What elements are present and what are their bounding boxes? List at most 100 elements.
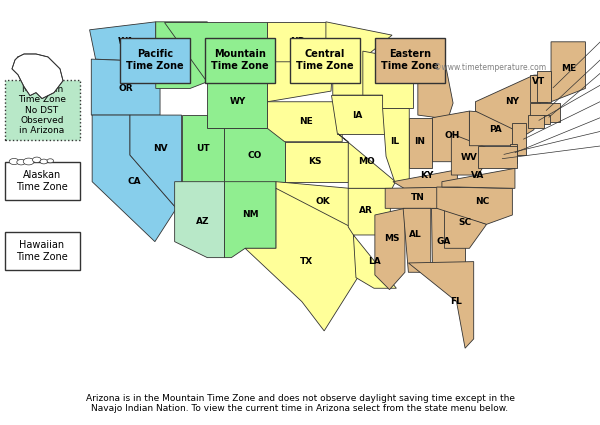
Text: ID: ID xyxy=(176,77,187,86)
Text: MD: MD xyxy=(504,121,600,154)
Polygon shape xyxy=(437,187,512,224)
Text: RI: RI xyxy=(549,51,600,117)
Polygon shape xyxy=(224,128,284,182)
Polygon shape xyxy=(512,123,526,155)
Polygon shape xyxy=(208,75,268,128)
Text: ©www.timetemperature.com: ©www.timetemperature.com xyxy=(434,62,546,71)
Text: OR: OR xyxy=(118,84,133,93)
Text: OH: OH xyxy=(445,130,460,139)
Polygon shape xyxy=(245,188,358,331)
Text: IA: IA xyxy=(352,110,363,119)
Polygon shape xyxy=(442,168,515,188)
Text: GA: GA xyxy=(436,237,451,246)
Text: NJ: NJ xyxy=(523,87,600,139)
Polygon shape xyxy=(348,188,391,235)
Polygon shape xyxy=(363,51,413,108)
FancyBboxPatch shape xyxy=(5,80,80,140)
Text: DC: DC xyxy=(502,139,600,159)
Text: CA: CA xyxy=(127,177,141,186)
Text: CT: CT xyxy=(539,68,600,120)
Text: AZ: AZ xyxy=(196,217,210,226)
Text: MI: MI xyxy=(420,77,433,86)
Polygon shape xyxy=(268,22,326,62)
Text: Hawaiian
Time Zone: Hawaiian Time Zone xyxy=(16,240,68,262)
Polygon shape xyxy=(530,75,547,102)
Text: MA: MA xyxy=(546,33,600,110)
Text: MT: MT xyxy=(208,44,224,53)
Circle shape xyxy=(17,159,25,165)
Text: AL: AL xyxy=(409,230,422,239)
Text: DE: DE xyxy=(515,104,600,153)
Text: Eastern
Time Zone: Eastern Time Zone xyxy=(381,49,439,71)
Text: ME: ME xyxy=(560,64,576,73)
Text: LA: LA xyxy=(368,257,381,266)
Polygon shape xyxy=(537,71,551,102)
Text: NH: NH xyxy=(553,14,600,88)
Text: CO: CO xyxy=(247,150,262,159)
Text: NV: NV xyxy=(153,144,167,153)
Polygon shape xyxy=(353,235,397,288)
Circle shape xyxy=(32,157,41,162)
Text: Mountain
Time Zone: Mountain Time Zone xyxy=(211,49,269,71)
Polygon shape xyxy=(403,208,431,272)
Text: UT: UT xyxy=(196,144,210,153)
Polygon shape xyxy=(385,187,460,208)
Polygon shape xyxy=(510,144,517,163)
Text: IL: IL xyxy=(390,137,399,146)
Polygon shape xyxy=(89,22,156,62)
Text: MS: MS xyxy=(385,235,400,244)
Text: Pacific
Time Zone: Pacific Time Zone xyxy=(126,49,184,71)
Polygon shape xyxy=(224,182,276,258)
Text: VT: VT xyxy=(532,77,545,86)
Text: FL: FL xyxy=(451,297,463,306)
Text: WV: WV xyxy=(461,153,478,162)
Text: NE: NE xyxy=(299,117,313,126)
Polygon shape xyxy=(156,22,208,88)
Polygon shape xyxy=(409,118,433,168)
FancyBboxPatch shape xyxy=(120,37,190,82)
Polygon shape xyxy=(338,134,395,188)
Text: WI: WI xyxy=(385,77,398,86)
Polygon shape xyxy=(92,115,176,242)
Polygon shape xyxy=(475,75,547,135)
Text: NY: NY xyxy=(505,97,520,106)
Text: WA: WA xyxy=(118,37,134,46)
FancyBboxPatch shape xyxy=(5,162,80,200)
Circle shape xyxy=(40,159,47,164)
Text: ND: ND xyxy=(290,37,305,46)
FancyBboxPatch shape xyxy=(375,37,445,82)
Polygon shape xyxy=(551,42,586,102)
Text: VA: VA xyxy=(472,170,485,179)
Text: PA: PA xyxy=(489,125,502,134)
Text: NC: NC xyxy=(475,197,490,206)
Text: WY: WY xyxy=(229,97,245,106)
Text: AR: AR xyxy=(359,207,373,215)
Circle shape xyxy=(23,158,34,165)
Polygon shape xyxy=(12,54,63,99)
FancyBboxPatch shape xyxy=(5,232,80,270)
Text: TX: TX xyxy=(299,257,313,266)
Polygon shape xyxy=(544,115,550,125)
Polygon shape xyxy=(469,111,519,146)
Circle shape xyxy=(9,159,19,164)
Text: KY: KY xyxy=(420,170,433,179)
Polygon shape xyxy=(276,182,350,227)
Text: Mountain
Time Zone
No DST
Observed
in Arizona: Mountain Time Zone No DST Observed in Ar… xyxy=(18,85,66,135)
Polygon shape xyxy=(331,95,386,134)
Text: MN: MN xyxy=(345,51,362,60)
Polygon shape xyxy=(268,102,342,142)
Polygon shape xyxy=(451,134,493,175)
FancyBboxPatch shape xyxy=(205,37,275,82)
Polygon shape xyxy=(431,208,465,269)
FancyBboxPatch shape xyxy=(290,37,360,82)
Text: SD: SD xyxy=(295,77,309,86)
Polygon shape xyxy=(268,62,333,102)
Text: Arizona is in the Mountain Time Zone and does not observe daylight saving time e: Arizona is in the Mountain Time Zone and… xyxy=(86,394,515,413)
Text: IN: IN xyxy=(414,137,425,146)
Text: Central
Time Zone: Central Time Zone xyxy=(296,49,354,71)
Text: OK: OK xyxy=(316,197,331,206)
Polygon shape xyxy=(284,142,348,182)
Polygon shape xyxy=(375,208,405,289)
Polygon shape xyxy=(393,170,457,188)
Polygon shape xyxy=(528,115,544,128)
